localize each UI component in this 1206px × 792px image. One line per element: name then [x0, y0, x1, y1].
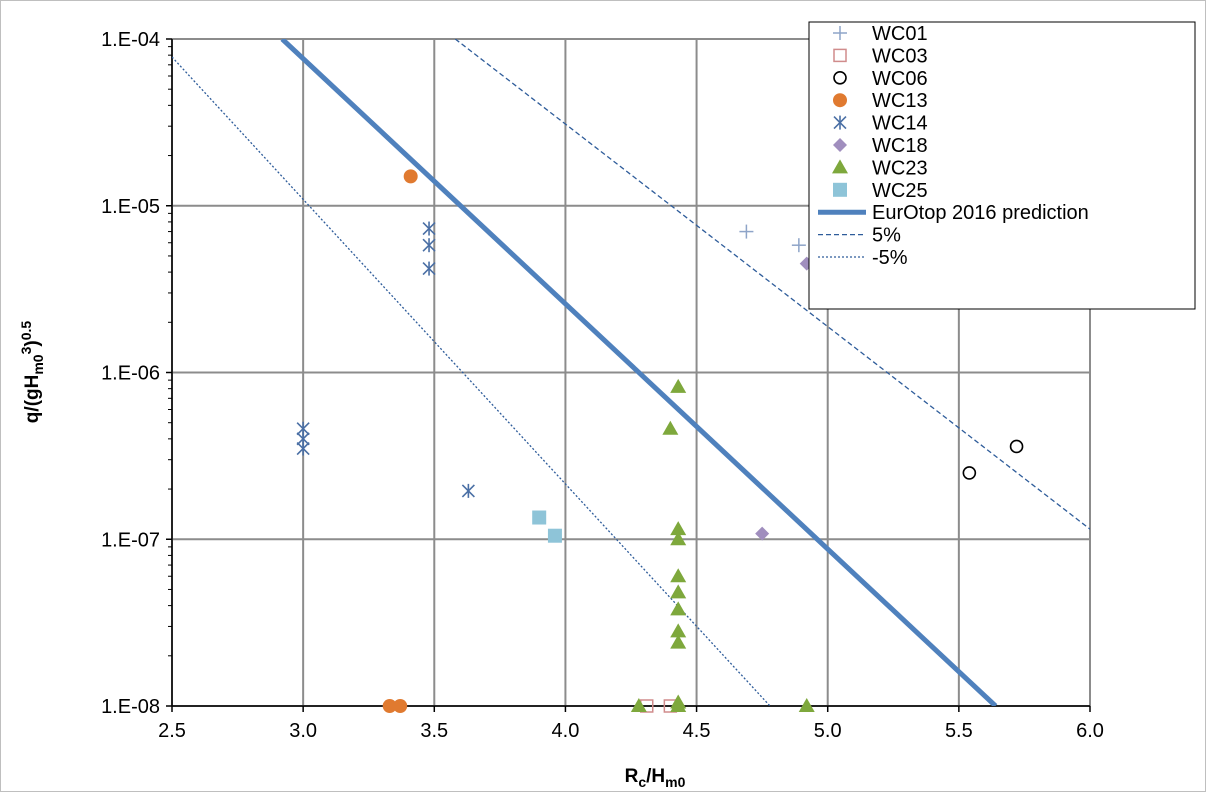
x-tick-label: 5.5	[945, 720, 973, 742]
legend-box	[808, 21, 1196, 310]
line-eurotop-2016-prediction	[280, 39, 998, 706]
legend-marker-wc25	[833, 182, 847, 197]
y-tick-label: 1.E-07	[101, 529, 160, 551]
x-tick-label: 2.5	[158, 720, 186, 742]
legend-marker-wc06	[833, 71, 847, 85]
legend-marker-wc18	[833, 138, 847, 152]
legend: WC01WC03WC06WC13WC14WC18WC23WC25EurOtop …	[808, 21, 1196, 310]
point-wc01	[739, 224, 754, 239]
point-wc14	[461, 483, 475, 498]
legend-marker-wc01	[833, 26, 847, 40]
legend-label-wc01: WC01	[872, 23, 928, 45]
legend-label-wc06: WC06	[872, 68, 928, 90]
y-tick-label: 1.E-06	[101, 363, 160, 385]
x-tick-label: 4.0	[552, 720, 580, 742]
point-wc23	[670, 584, 687, 599]
point-wc14	[422, 261, 436, 276]
point-wc23	[670, 378, 687, 393]
axes	[166, 38, 1091, 712]
x-tick-label: 5.0	[814, 720, 842, 742]
x-tick-label: 3.0	[289, 720, 317, 742]
x-tick-label: 3.5	[420, 720, 448, 742]
line--5-	[172, 56, 771, 706]
point-wc25	[547, 528, 562, 543]
point-wc23	[662, 420, 679, 435]
point-wc14	[296, 441, 310, 456]
point-wc13	[382, 699, 397, 713]
y-tick-label: 1.E-05	[101, 196, 160, 218]
legend-label-wc23: WC23	[872, 157, 928, 179]
legend-label-wc14: WC14	[872, 113, 928, 135]
legend-marker-wc03	[833, 48, 847, 63]
y-tick-label: 1.E-08	[101, 696, 160, 718]
point-wc23	[670, 634, 687, 649]
point-wc01	[791, 238, 806, 253]
point-wc23	[670, 623, 687, 638]
legend-label-wc03: WC03	[872, 45, 928, 67]
legend-label-eurotop-2016-prediction: EurOtop 2016 prediction	[872, 202, 1089, 224]
point-wc23	[798, 698, 815, 712]
point-wc23	[670, 601, 687, 616]
legend-label-wc18: WC18	[872, 135, 928, 157]
x-tick-label: 6.0	[1076, 720, 1104, 742]
point-wc23	[630, 698, 647, 712]
x-tick-label: 4.5	[683, 720, 711, 742]
point-wc23	[670, 521, 687, 536]
point-wc23	[670, 698, 687, 712]
legend-marker-wc13	[833, 93, 847, 108]
point-wc13	[403, 169, 418, 184]
data-points	[296, 169, 1024, 713]
legend-marker-wc14	[833, 115, 847, 130]
point-wc18	[755, 526, 770, 541]
x-axis-title: Rc/Hm0	[625, 766, 686, 790]
point-wc23	[670, 531, 687, 546]
prediction-lines	[172, 39, 1090, 706]
point-wc14	[422, 238, 436, 253]
y-axis-title: q/(gHm03)0.5	[18, 321, 46, 424]
point-wc25	[532, 510, 547, 525]
line-5-	[454, 39, 1090, 530]
tick-labels: 2.5 3.0 3.5 4.0 4.5 5.0 5.5 6.0 1.E-08 1.E-07 1.E-…	[101, 29, 1104, 742]
y-tick-label: 1.E-04	[101, 29, 160, 51]
legend-label-wc25: WC25	[872, 180, 928, 202]
legend-marker-wc23	[832, 159, 848, 174]
point-wc06	[962, 466, 977, 480]
point-wc13	[393, 699, 408, 713]
point-wc23	[670, 568, 687, 583]
point-wc06	[1009, 439, 1024, 454]
point-wc14	[422, 221, 436, 236]
legend-label-5: -5%	[872, 247, 908, 269]
legend-label-wc13: WC13	[872, 90, 928, 112]
legend-label-5: 5%	[872, 225, 901, 247]
